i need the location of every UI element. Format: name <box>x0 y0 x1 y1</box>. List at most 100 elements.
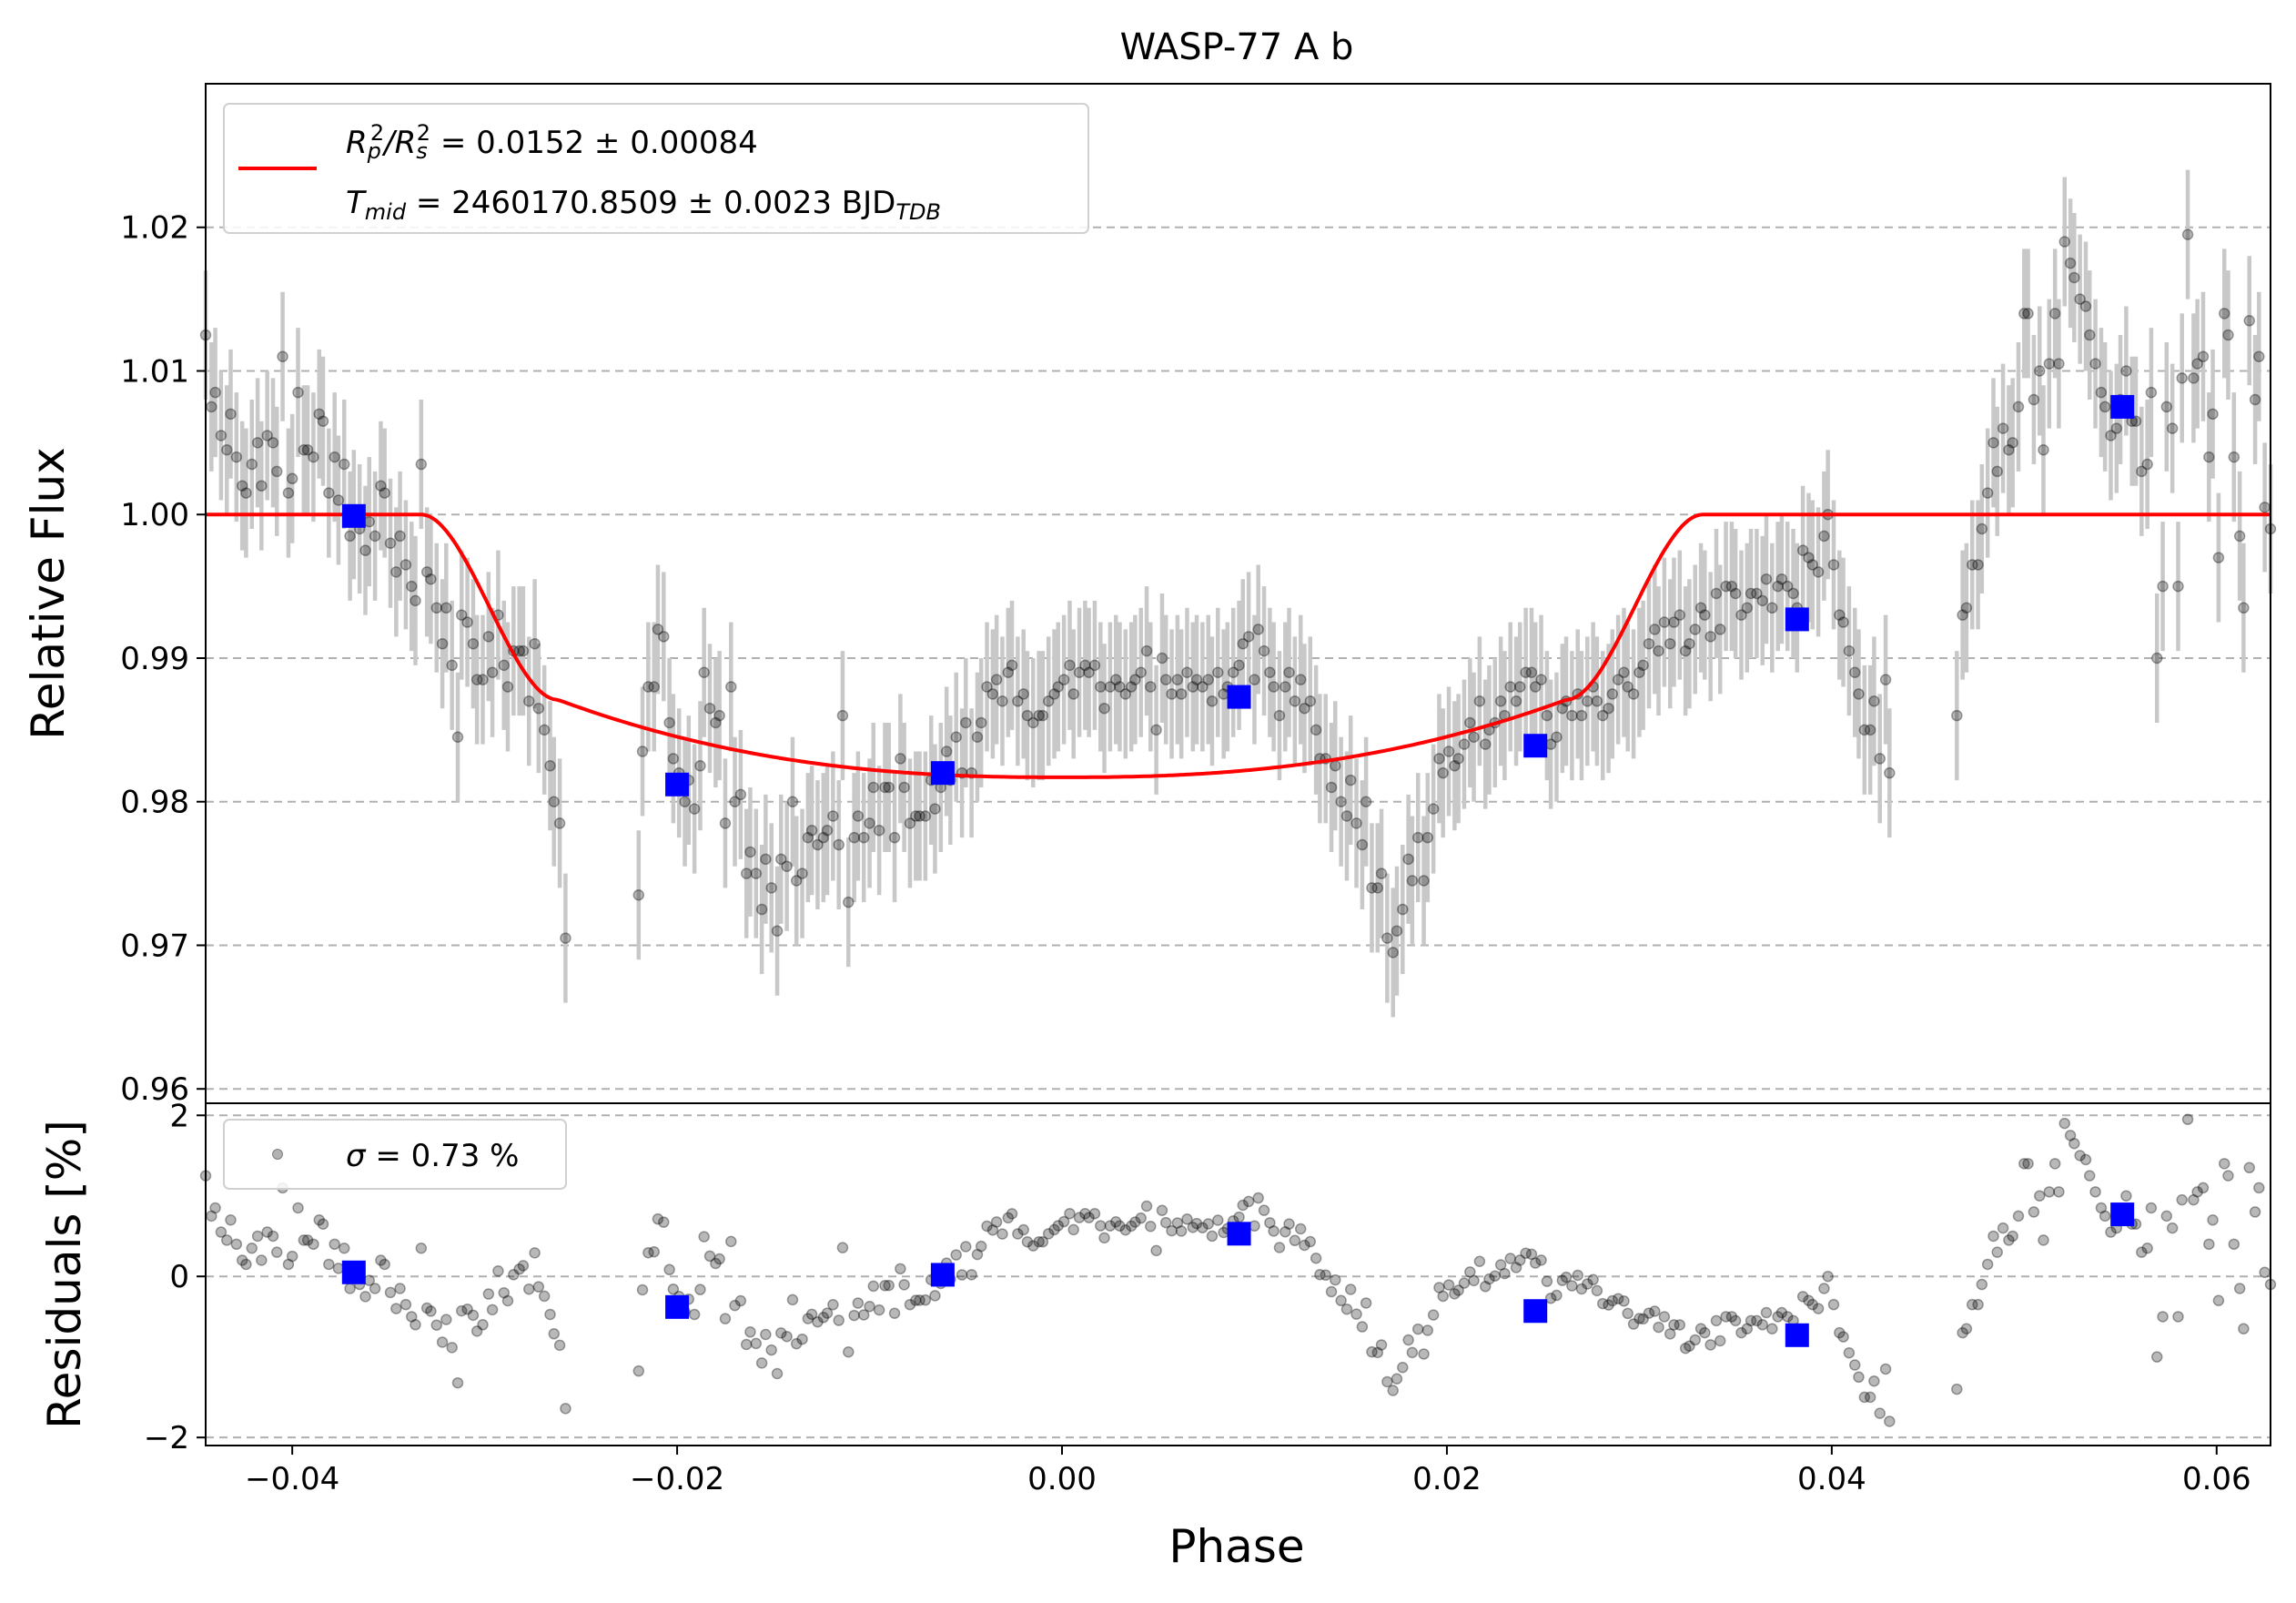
x-tick-label: 0.00 <box>1027 1461 1097 1497</box>
residual-point <box>236 1254 248 1266</box>
residual-point <box>981 1220 993 1233</box>
flux-point <box>2074 293 2086 305</box>
residual-point <box>1190 1217 1203 1230</box>
residual-point <box>996 1228 1008 1240</box>
x-tick-label: 0.02 <box>1412 1461 1482 1497</box>
flux-point <box>1612 674 1624 685</box>
flux-point <box>1535 674 1547 685</box>
flux-point <box>523 695 535 707</box>
residual-point <box>1781 1311 1794 1323</box>
flux-point <box>1464 716 1476 729</box>
flux-point <box>517 644 530 657</box>
flux-point <box>461 616 473 628</box>
flux-point <box>1658 616 1671 628</box>
flux-point <box>760 853 772 866</box>
residual-point <box>2191 1186 2203 1198</box>
residual-point <box>400 1298 412 1311</box>
residual-point <box>1202 1218 1214 1230</box>
legend-tmid-sub: mid <box>365 199 407 225</box>
residual-point <box>461 1304 473 1315</box>
residual-point <box>1249 1220 1260 1233</box>
flux-point <box>888 831 901 844</box>
flux-point <box>1679 644 1692 657</box>
residual-point <box>1664 1328 1676 1340</box>
residual-point <box>760 1328 772 1341</box>
residual-point <box>2228 1238 2240 1251</box>
residual-point <box>2079 1153 2092 1166</box>
residual-point <box>2007 1230 2018 1243</box>
flux-point <box>710 716 722 729</box>
residual-point <box>359 1291 371 1303</box>
residual-point <box>1510 1262 1522 1273</box>
legend-depth-sup-2: 2 <box>417 120 430 146</box>
flux-point <box>420 566 433 578</box>
flux-point <box>667 753 680 765</box>
flux-point <box>1002 666 1015 679</box>
residual-point <box>292 1202 304 1214</box>
flux-point <box>771 925 784 937</box>
legend-sigma-value: = 0.73 % <box>366 1138 520 1174</box>
residual-point <box>1756 1319 1768 1331</box>
flux-point <box>1653 644 1664 657</box>
flux-point <box>2120 365 2132 377</box>
flux-point <box>1227 666 1239 679</box>
flux-point <box>308 451 319 463</box>
residual-point <box>719 1313 732 1324</box>
residual-point <box>544 1308 556 1321</box>
residual-point <box>703 1250 716 1263</box>
residual-point <box>1079 1207 1091 1220</box>
residual-point <box>2181 1113 2194 1125</box>
flux-point <box>1048 688 1060 700</box>
flux-point <box>1079 659 1091 672</box>
flux-point <box>532 702 545 715</box>
flux-point <box>440 602 452 614</box>
flux-point <box>1720 580 1732 593</box>
residual-point <box>225 1214 237 1226</box>
residual-point <box>1181 1213 1193 1225</box>
flux-point <box>883 781 895 794</box>
residual-point <box>1252 1192 1264 1204</box>
residual-point <box>1427 1309 1440 1321</box>
flux-point <box>298 444 310 456</box>
flux-point <box>1109 674 1122 685</box>
residual-point <box>2136 1246 2148 1258</box>
residual-point <box>2048 1158 2061 1170</box>
flux-point <box>286 472 298 485</box>
residual-point <box>482 1288 495 1300</box>
x-ticks: −0.04 −0.02 0.00 0.02 0.04 0.06 <box>245 1446 2251 1497</box>
residual-point <box>1720 1311 1732 1323</box>
residual-point <box>2012 1210 2025 1223</box>
flux-point <box>2249 393 2261 406</box>
flux-point <box>1643 637 1655 650</box>
flux-point <box>2053 358 2065 370</box>
flux-point <box>775 853 787 866</box>
flux-point <box>1760 573 1773 585</box>
residual-point <box>750 1337 763 1350</box>
flux-point <box>1775 573 1788 585</box>
x-tick-label: 0.04 <box>1797 1461 1866 1497</box>
flux-point <box>221 444 233 456</box>
residual-point <box>740 1338 753 1351</box>
flux-point <box>1525 666 1538 679</box>
flux-point <box>400 559 412 571</box>
flux-legend-box <box>223 103 1089 234</box>
residual-point <box>1273 1242 1286 1253</box>
flux-point <box>719 817 732 829</box>
residual-point <box>975 1240 987 1253</box>
flux-point <box>1433 753 1445 765</box>
residual-point <box>2058 1117 2070 1130</box>
residual-point <box>1175 1225 1188 1237</box>
flux-point <box>873 825 885 837</box>
flux-binned-marker <box>665 772 690 796</box>
residual-point <box>1320 1269 1331 1282</box>
residual-point <box>1864 1391 1876 1404</box>
residual-point <box>2028 1206 2040 1218</box>
residual-point <box>1596 1297 1609 1310</box>
flux-legend: Rp2/Rs2 = 0.0152 ± 0.00084 Tmid = 246017… <box>223 103 1089 234</box>
residual-binned-marker <box>665 1294 690 1319</box>
residual-point <box>1418 1348 1430 1360</box>
flux-point <box>960 716 972 729</box>
flux-point <box>1437 766 1449 779</box>
residual-point <box>209 1202 221 1214</box>
residual-point <box>1371 1346 1384 1359</box>
